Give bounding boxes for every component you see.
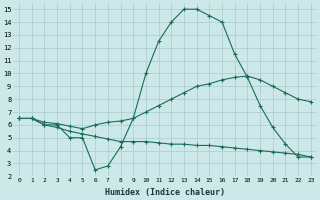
X-axis label: Humidex (Indice chaleur): Humidex (Indice chaleur) — [105, 188, 225, 197]
